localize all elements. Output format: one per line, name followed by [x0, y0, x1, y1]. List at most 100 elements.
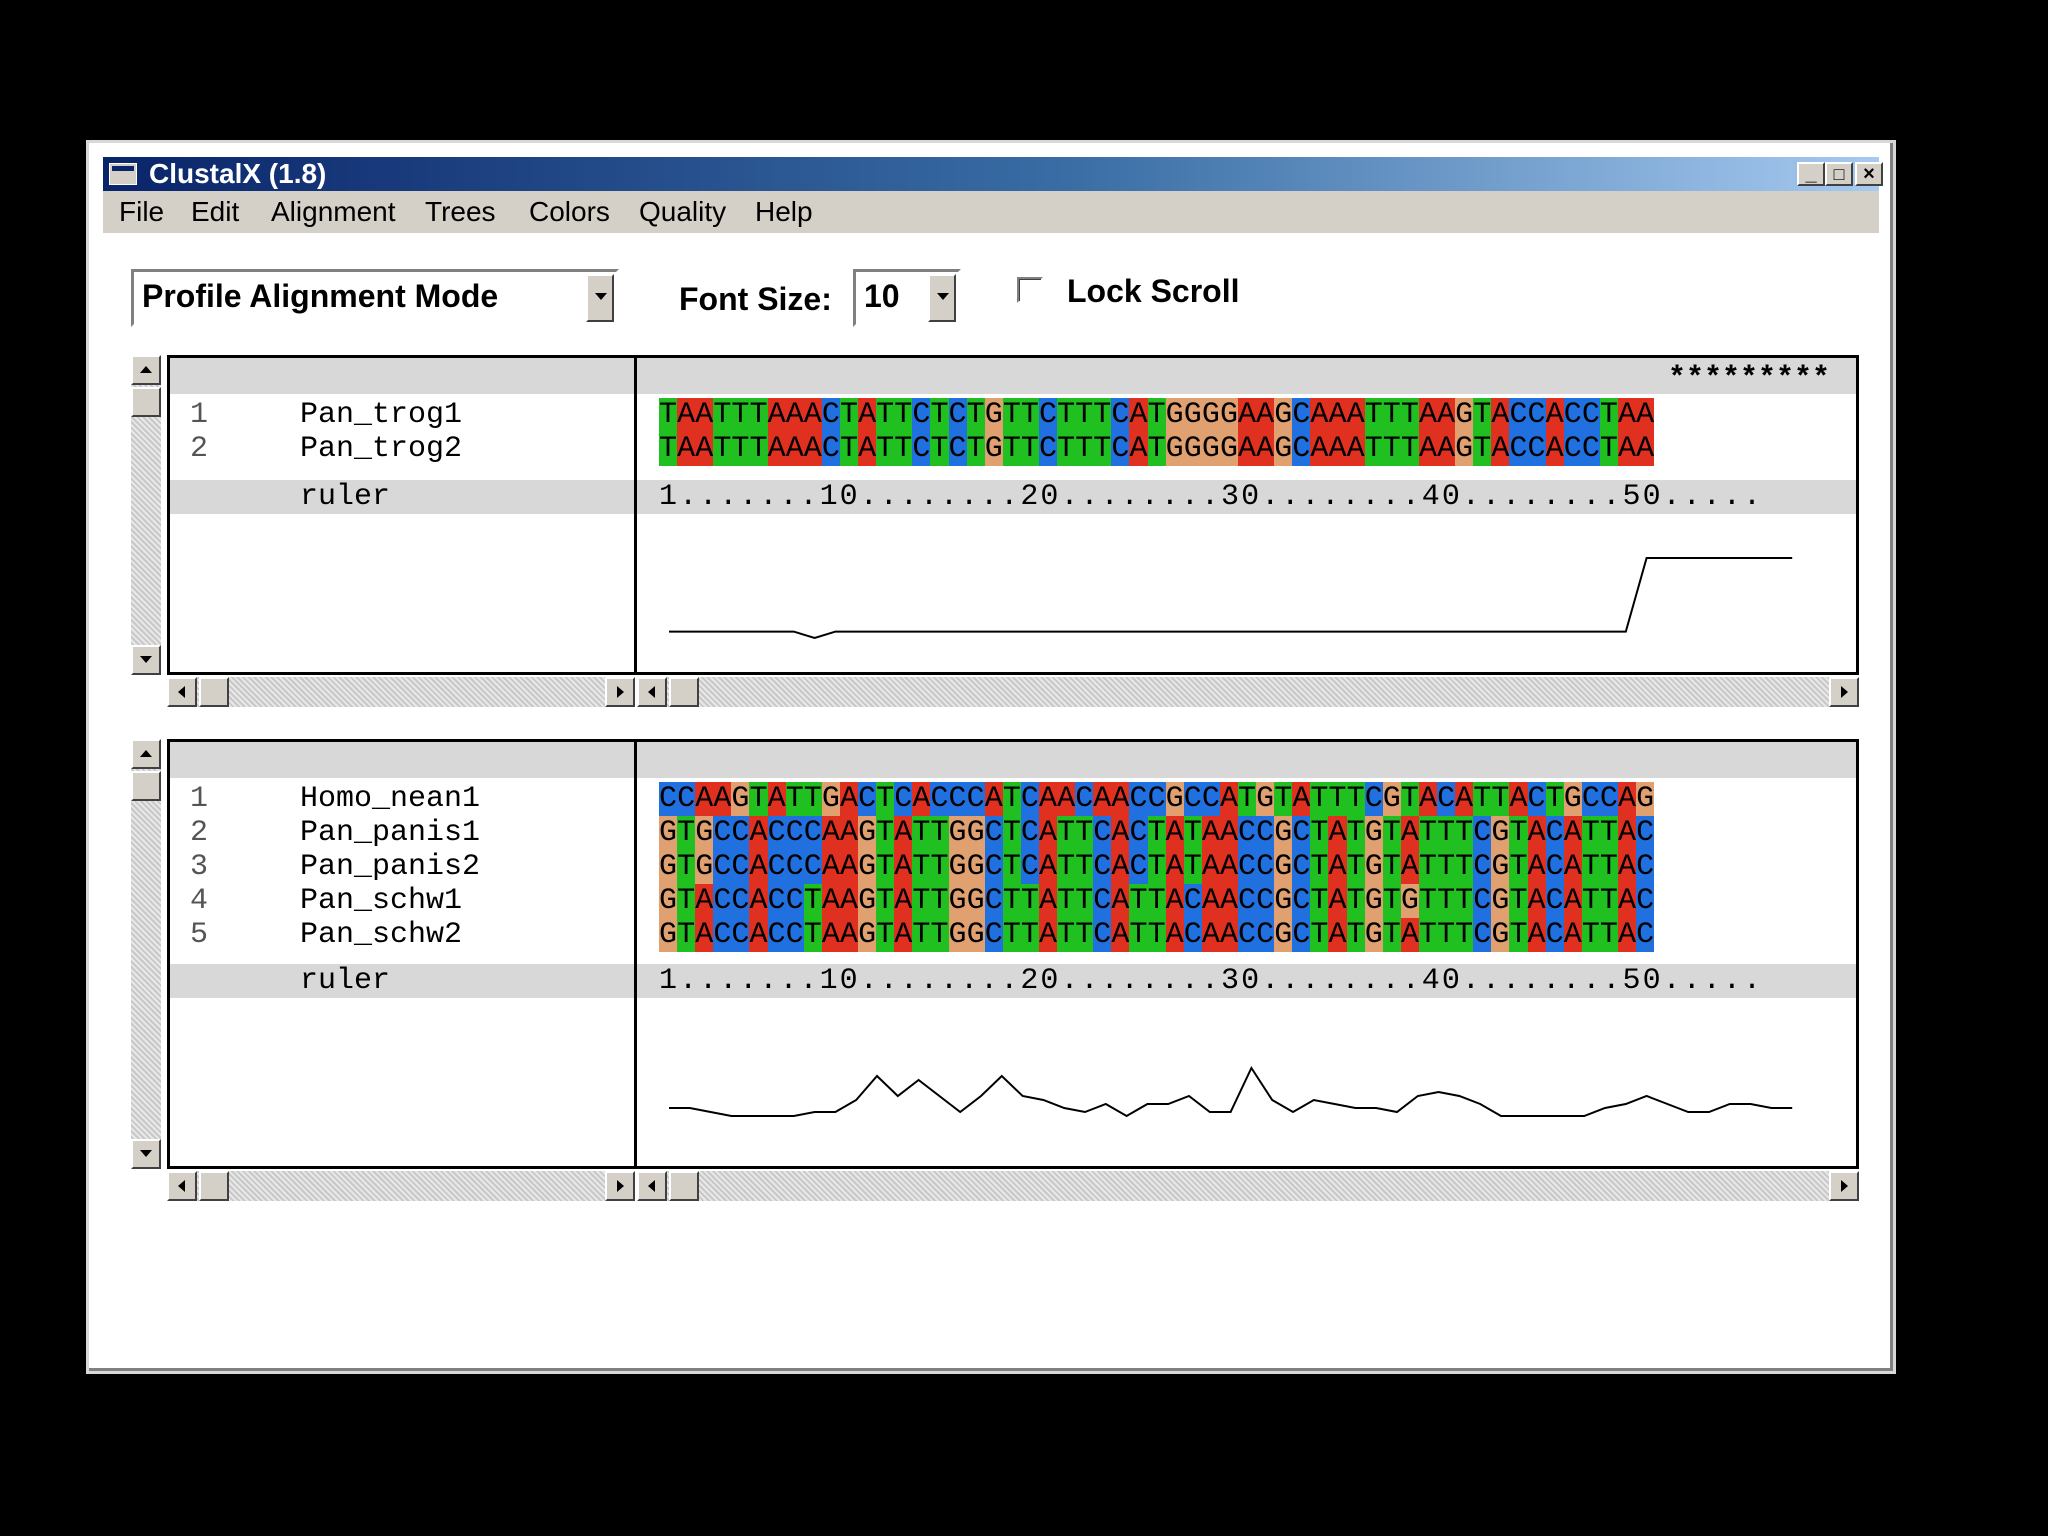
residue[interactable]: A — [1165, 918, 1184, 952]
residue[interactable]: C — [1129, 782, 1148, 816]
residue[interactable]: T — [1382, 850, 1401, 884]
residue[interactable]: C — [1437, 782, 1456, 816]
residue[interactable]: A — [1238, 398, 1257, 432]
residue[interactable]: C — [930, 782, 949, 816]
residue[interactable]: C — [1473, 884, 1492, 918]
residue[interactable]: T — [1509, 918, 1528, 952]
residue[interactable]: T — [912, 850, 931, 884]
residue[interactable]: G — [659, 918, 678, 952]
menu-help[interactable]: Help — [755, 196, 813, 227]
sequence-name-row[interactable]: 4 Pan_schw1 — [170, 884, 634, 918]
residue[interactable]: C — [803, 816, 822, 850]
residue[interactable]: A — [1400, 918, 1419, 952]
scroll-thumb[interactable] — [669, 677, 699, 707]
residue[interactable]: G — [1491, 918, 1510, 952]
residue[interactable]: T — [1020, 918, 1039, 952]
title-bar[interactable]: ClustalX (1.8) _ □ × — [103, 157, 1883, 191]
residue[interactable]: A — [713, 782, 732, 816]
residue[interactable]: C — [1473, 816, 1492, 850]
residue[interactable]: C — [1545, 884, 1564, 918]
residue[interactable]: A — [1400, 850, 1419, 884]
residue[interactable]: T — [1400, 432, 1419, 466]
scroll-thumb[interactable] — [669, 1171, 699, 1201]
residue[interactable]: T — [1075, 816, 1094, 850]
residue[interactable]: G — [858, 850, 877, 884]
residue[interactable]: C — [785, 918, 804, 952]
residue[interactable]: T — [930, 398, 949, 432]
residue[interactable]: T — [1183, 816, 1202, 850]
scroll-left-icon[interactable] — [637, 1171, 667, 1201]
residue[interactable]: A — [1111, 918, 1130, 952]
residue[interactable]: A — [1111, 884, 1130, 918]
residue[interactable]: T — [1346, 884, 1365, 918]
residue[interactable]: A — [1328, 918, 1347, 952]
residue[interactable]: T — [1310, 918, 1329, 952]
residue[interactable]: A — [1491, 398, 1510, 432]
residue[interactable]: T — [1346, 782, 1365, 816]
residue[interactable]: G — [1364, 850, 1383, 884]
residue[interactable]: C — [821, 432, 840, 466]
residue[interactable]: C — [767, 884, 786, 918]
residue[interactable]: G — [1455, 398, 1474, 432]
residue[interactable]: C — [1545, 918, 1564, 952]
residue[interactable]: T — [749, 782, 768, 816]
residue[interactable]: C — [1636, 884, 1655, 918]
residue[interactable]: T — [1418, 850, 1438, 884]
residue[interactable]: A — [1455, 782, 1474, 816]
residue[interactable]: C — [767, 816, 786, 850]
residue[interactable]: C — [912, 398, 931, 432]
residue[interactable]: A — [1617, 884, 1637, 918]
residue[interactable]: C — [1292, 884, 1311, 918]
residue[interactable]: T — [1437, 884, 1456, 918]
scroll-left-icon[interactable] — [167, 677, 197, 707]
residue[interactable]: T — [1147, 918, 1166, 952]
residue[interactable]: T — [1437, 918, 1456, 952]
residue[interactable]: T — [876, 884, 895, 918]
residue[interactable]: T — [1075, 918, 1094, 952]
residue[interactable]: A — [785, 398, 804, 432]
residue[interactable]: C — [767, 918, 786, 952]
residue[interactable]: T — [1346, 918, 1365, 952]
residue[interactable]: T — [1455, 850, 1474, 884]
residue[interactable]: C — [948, 398, 967, 432]
residue[interactable]: A — [1219, 782, 1238, 816]
residue[interactable]: T — [1002, 782, 1021, 816]
residue[interactable]: C — [1256, 884, 1275, 918]
residue[interactable]: C — [1020, 816, 1039, 850]
residue[interactable]: C — [984, 850, 1003, 884]
residue[interactable]: A — [1219, 918, 1238, 952]
residue[interactable]: T — [1599, 918, 1618, 952]
residue[interactable]: C — [1256, 850, 1275, 884]
sequence-row[interactable]: GTACCACCTAAGTATTGGCTTATTCATTACAACCGCTATG… — [659, 918, 1655, 952]
residue[interactable]: G — [1274, 432, 1293, 466]
sequence-name-row[interactable]: 1 Pan_trog1 — [170, 398, 634, 432]
residue[interactable]: G — [1274, 918, 1293, 952]
residue[interactable]: T — [930, 432, 949, 466]
residue[interactable]: T — [1002, 432, 1021, 466]
profile1-names-hscroll[interactable] — [167, 677, 635, 707]
residue[interactable]: T — [1400, 398, 1419, 432]
residue[interactable]: T — [1509, 884, 1528, 918]
sequence-name-row[interactable]: 1 Homo_nean1 — [170, 782, 634, 816]
residue[interactable]: A — [894, 884, 913, 918]
lock-scroll-label[interactable]: Lock Scroll — [1067, 273, 1240, 309]
residue[interactable]: T — [1002, 398, 1021, 432]
residue[interactable]: A — [1328, 398, 1347, 432]
sequence-name-row[interactable]: 5 Pan_schw2 — [170, 918, 634, 952]
residue[interactable]: T — [1129, 918, 1148, 952]
residue[interactable]: G — [1274, 850, 1293, 884]
residue[interactable]: T — [1057, 884, 1076, 918]
residue[interactable]: A — [1400, 816, 1419, 850]
residue[interactable]: A — [1437, 398, 1456, 432]
residue[interactable]: G — [1636, 782, 1655, 816]
residue[interactable]: T — [912, 884, 931, 918]
residue[interactable]: A — [803, 398, 822, 432]
residue[interactable]: C — [1183, 884, 1202, 918]
residue[interactable]: T — [1364, 398, 1383, 432]
residue[interactable]: T — [731, 432, 750, 466]
residue[interactable]: T — [749, 432, 768, 466]
residue[interactable]: T — [1002, 918, 1021, 952]
residue[interactable]: G — [858, 918, 877, 952]
residue[interactable]: A — [1563, 918, 1582, 952]
residue[interactable]: A — [839, 918, 859, 952]
